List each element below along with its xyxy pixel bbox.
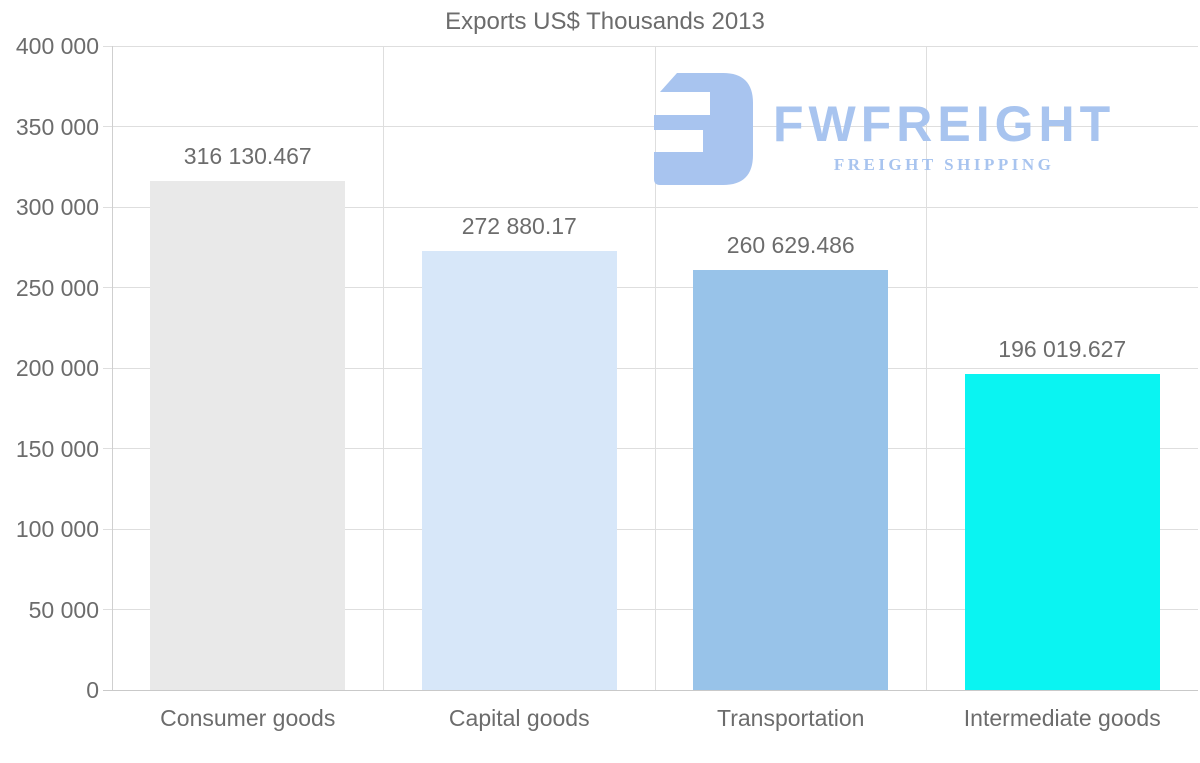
bar-transportation [693,270,889,690]
y-tick-label: 150 000 [15,435,99,462]
y-tick-label: 400 000 [15,33,99,59]
value-label-intermediate-goods: 196 019.627 [998,336,1127,363]
gridline-horizontal [103,287,1198,288]
gridline-horizontal [103,609,1198,610]
category-label-capital-goods: Capital goods [448,705,590,731]
y-tick-label: 350 000 [15,113,99,140]
bar-consumer-goods [150,181,346,690]
y-tick-label: 250 000 [15,274,99,301]
category-label-transportation: Transportation [717,705,865,731]
y-tick-label: 300 000 [15,194,99,220]
value-label-capital-goods: 272 880.17 [461,212,577,239]
gridline-vertical [383,46,384,690]
value-label-transportation: 260 629.486 [726,232,855,259]
category-label-intermediate-goods: Intermediate goods [963,705,1161,731]
watermark-brand-text: FWFREIGHT [773,96,1116,152]
y-axis-line [111,46,113,690]
fwfreight-watermark: FWFREIGHT FREIGHT SHIPPING [649,73,1115,185]
watermark-tagline-text: FREIGHT SHIPPING [833,155,1055,174]
y-tick-label: 200 000 [15,355,99,381]
fwfreight-logo-icon [654,73,753,185]
x-axis-baseline [103,689,1198,691]
gridline-horizontal [103,367,1198,369]
gridline-horizontal [103,126,1198,127]
bar-intermediate-goods [964,374,1160,690]
y-tick-label: 50 000 [28,596,99,623]
category-label-consumer-goods: Consumer goods [160,705,336,731]
watermark-text-block: FWFREIGHT FREIGHT SHIPPING [773,99,1115,175]
gridline-horizontal [103,45,1198,47]
y-tick-label: 100 000 [15,516,99,542]
gridline-horizontal [103,206,1198,208]
y-tick-label: 0 [86,677,99,703]
gridline-horizontal [103,448,1198,449]
bar-capital-goods [421,250,617,690]
gridline-vertical [926,46,927,690]
value-label-consumer-goods: 316 130.467 [183,143,312,170]
gridline-horizontal [103,528,1198,530]
chart-title: Exports US$ Thousands 2013 [445,8,765,35]
gridline-vertical [654,46,656,690]
